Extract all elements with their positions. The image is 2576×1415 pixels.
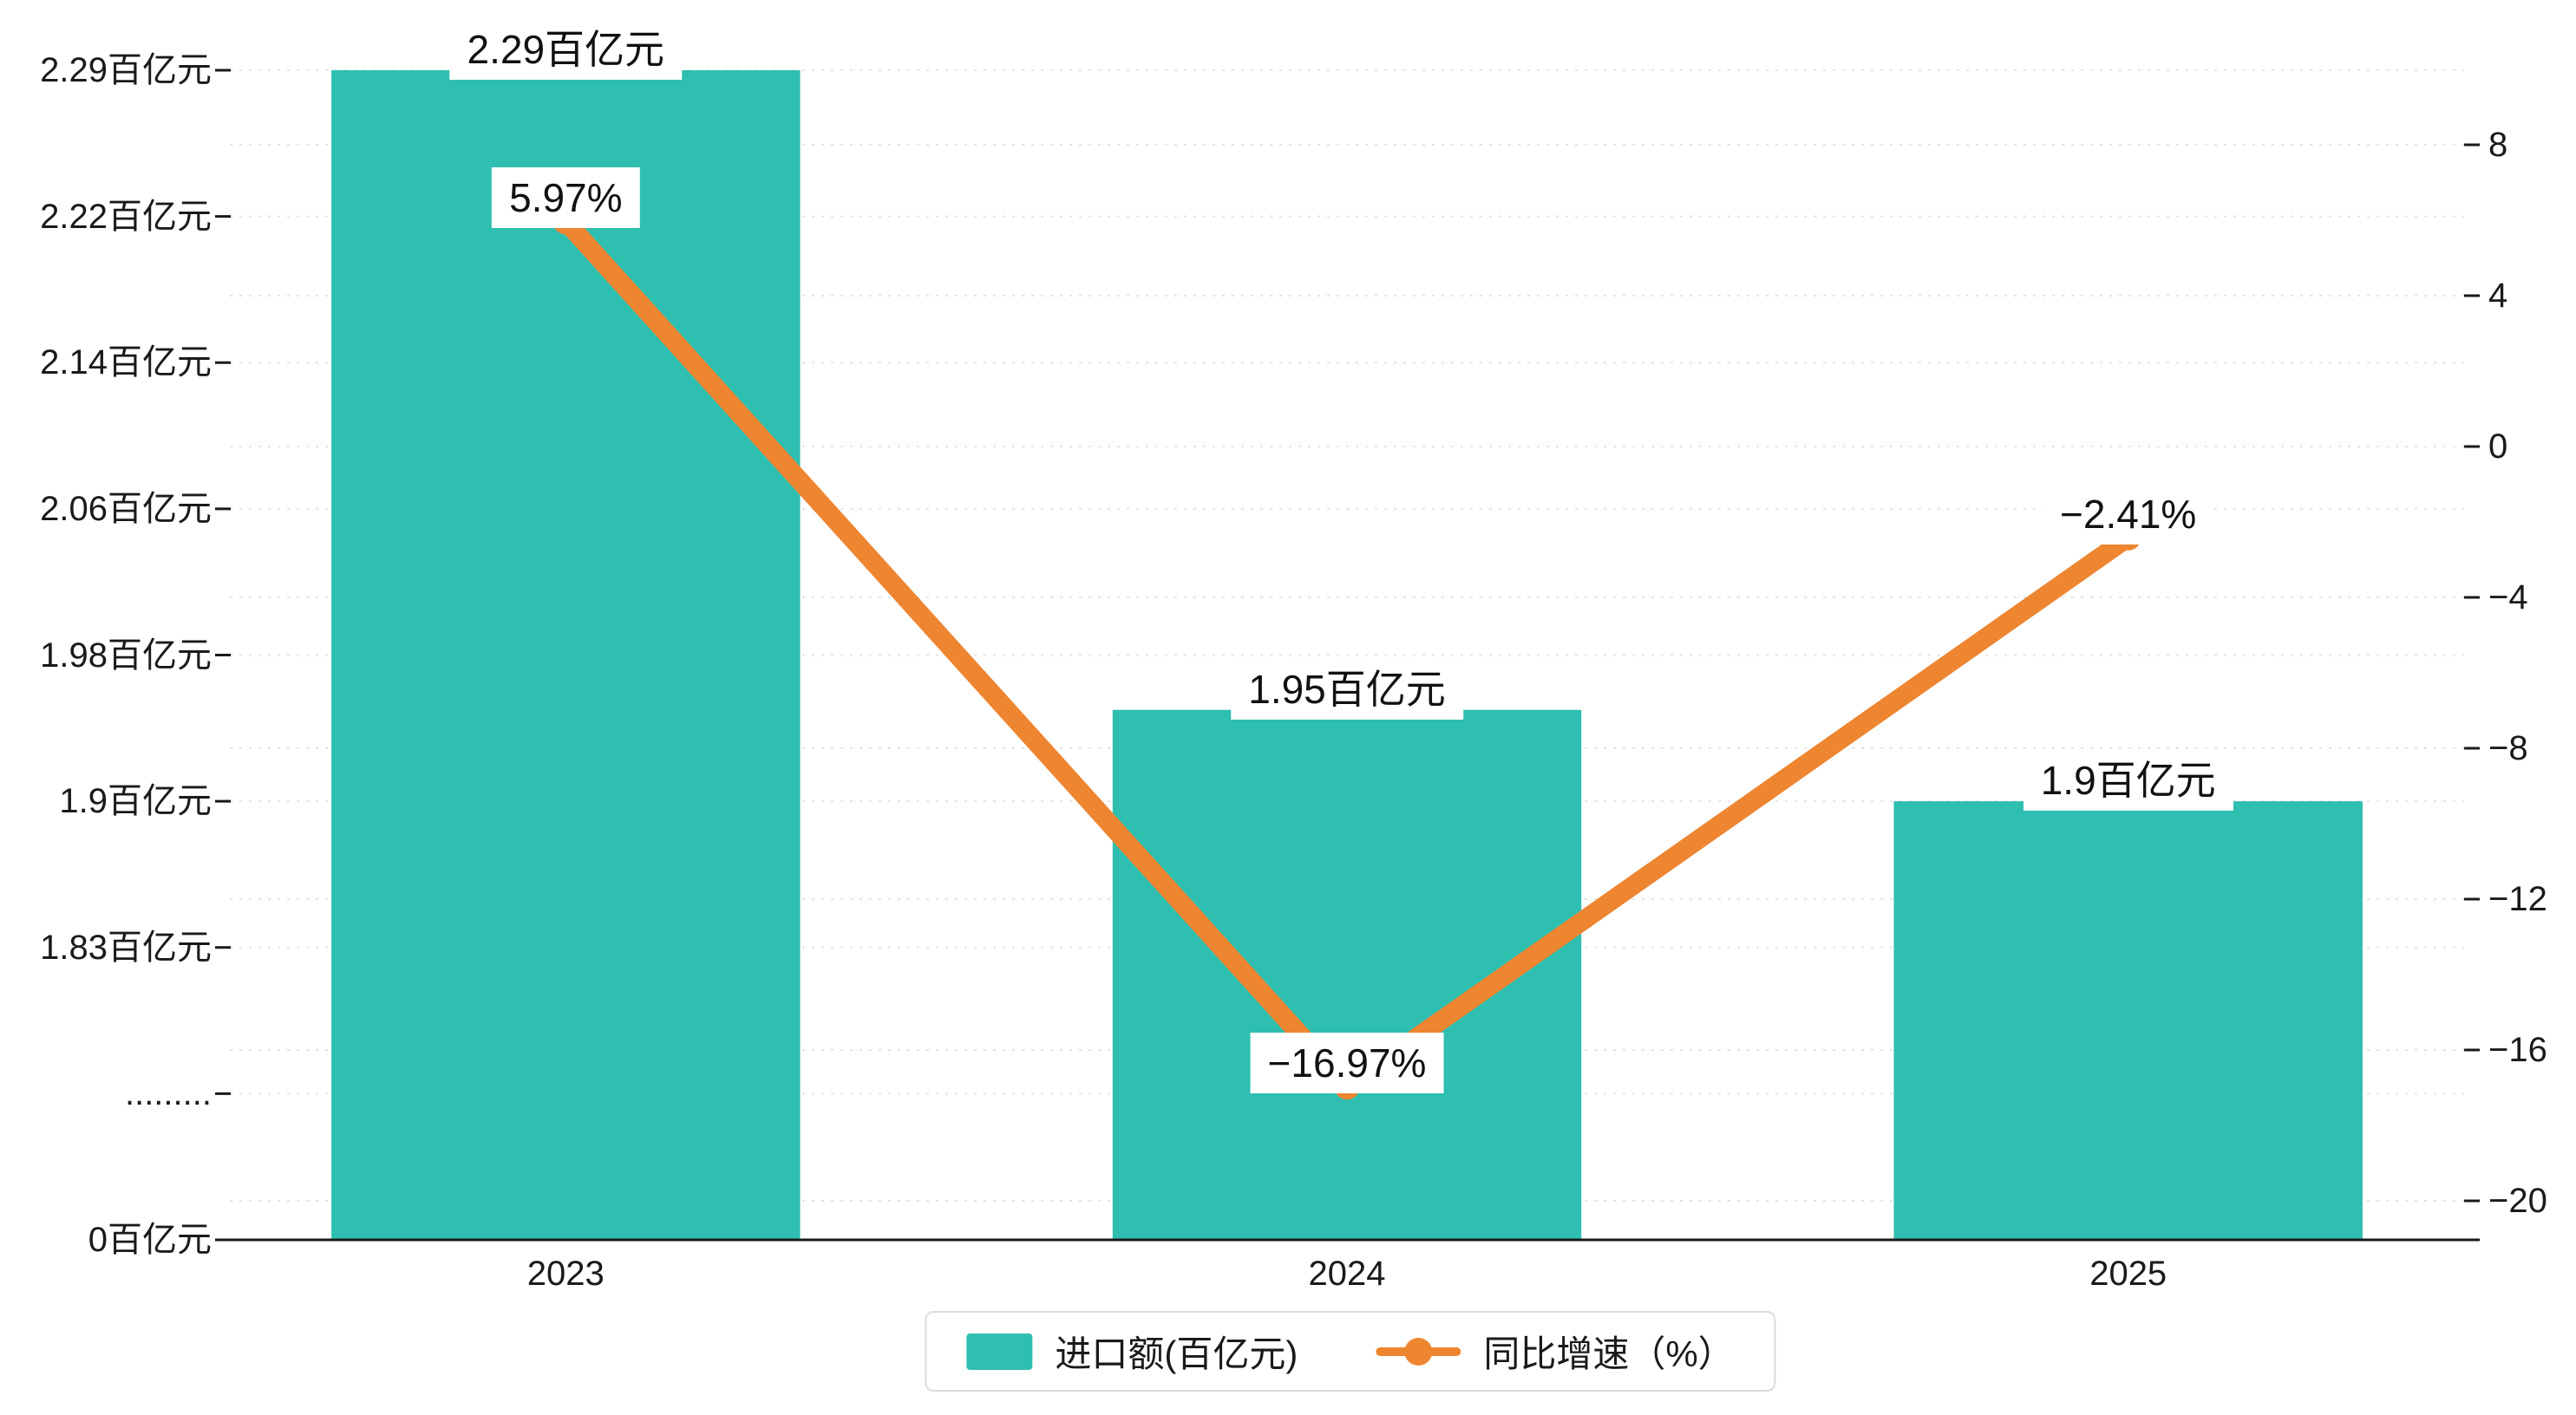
right-axis-tick-label: 8 bbox=[2488, 126, 2508, 164]
growth-value-label-2023: 5.97% bbox=[492, 167, 640, 229]
right-axis-tick-label: −12 bbox=[2488, 880, 2547, 918]
right-axis-tick-label: 0 bbox=[2488, 427, 2508, 466]
right-axis-tick-label: −20 bbox=[2488, 1182, 2547, 1220]
bar-value-label-2023: 2.29百亿元 bbox=[449, 19, 683, 80]
right-axis-tick-label: −4 bbox=[2488, 578, 2528, 616]
bar-value-label-2025: 1.9百亿元 bbox=[2023, 750, 2233, 812]
legend-label-import-value: 进口额(百亿元) bbox=[1055, 1333, 1298, 1374]
growth-value-label-2025: −2.41% bbox=[2043, 483, 2214, 544]
right-axis-tick-label: −8 bbox=[2488, 729, 2528, 767]
growth-value-label-2024: −16.97% bbox=[1250, 1033, 1444, 1094]
x-axis-label-2025: 2025 bbox=[2089, 1255, 2167, 1293]
right-axis-tick-label: 4 bbox=[2488, 277, 2508, 315]
bar-2025 bbox=[1893, 801, 2363, 1240]
x-axis-label-2024: 2024 bbox=[1308, 1255, 1386, 1293]
line-series-marker-dot bbox=[1404, 1337, 1433, 1366]
left-axis-tick-label: 2.29百亿元 bbox=[40, 51, 212, 89]
left-axis-tick-label: ......... bbox=[124, 1074, 212, 1113]
left-axis-tick-label: 1.9百亿元 bbox=[59, 782, 212, 821]
right-axis-tick-label: −16 bbox=[2488, 1031, 2547, 1069]
legend-item-import-value[interactable]: 进口额(百亿元) bbox=[966, 1325, 1298, 1378]
left-axis-tick-label: 2.22百亿元 bbox=[40, 197, 212, 236]
x-axis-label-2023: 2023 bbox=[526, 1255, 605, 1293]
chart-legend: 进口额(百亿元) 同比增速（%） bbox=[925, 1311, 1776, 1392]
left-axis-tick-label: 0百亿元 bbox=[88, 1221, 212, 1259]
legend-label-growth-rate: 同比增速（%） bbox=[1483, 1333, 1735, 1374]
bar-value-label-2024: 1.95百亿元 bbox=[1231, 658, 1463, 720]
line-series-marker bbox=[1376, 1337, 1461, 1366]
left-axis-tick-label: 1.98百亿元 bbox=[40, 636, 212, 675]
legend-item-growth-rate[interactable]: 同比增速（%） bbox=[1376, 1325, 1735, 1378]
bar-2023 bbox=[331, 70, 801, 1240]
left-axis-tick-label: 1.83百亿元 bbox=[40, 928, 212, 967]
bar-series-swatch bbox=[966, 1333, 1033, 1370]
left-axis-tick-label: 2.06百亿元 bbox=[40, 489, 212, 528]
left-axis-tick-label: 2.14百亿元 bbox=[40, 343, 212, 382]
